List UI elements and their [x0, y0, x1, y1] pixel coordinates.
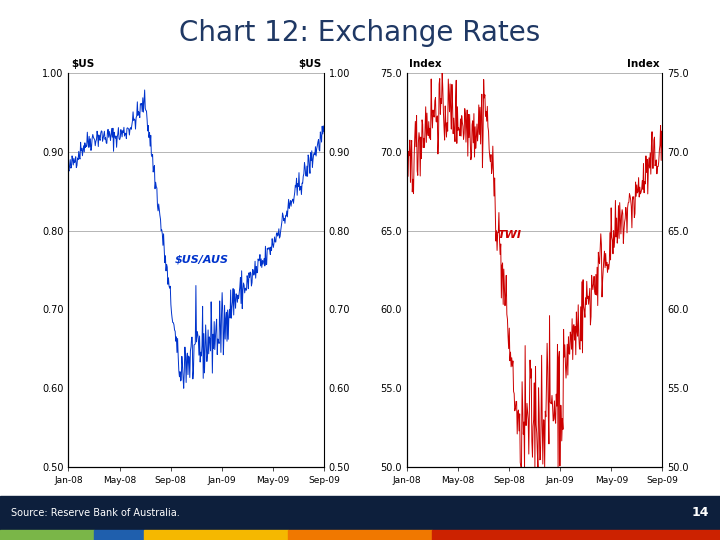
Text: $US/AUS: $US/AUS — [174, 254, 228, 264]
Text: $US: $US — [298, 59, 321, 69]
Text: Chart 12: Exchange Rates: Chart 12: Exchange Rates — [179, 19, 541, 47]
Text: Source: Reserve Bank of Australia.: Source: Reserve Bank of Australia. — [11, 508, 179, 517]
Text: Index: Index — [627, 59, 660, 69]
Text: 14: 14 — [692, 506, 709, 519]
Text: $US: $US — [71, 59, 94, 69]
Text: TWI: TWI — [497, 231, 521, 240]
Text: Index: Index — [410, 59, 442, 69]
